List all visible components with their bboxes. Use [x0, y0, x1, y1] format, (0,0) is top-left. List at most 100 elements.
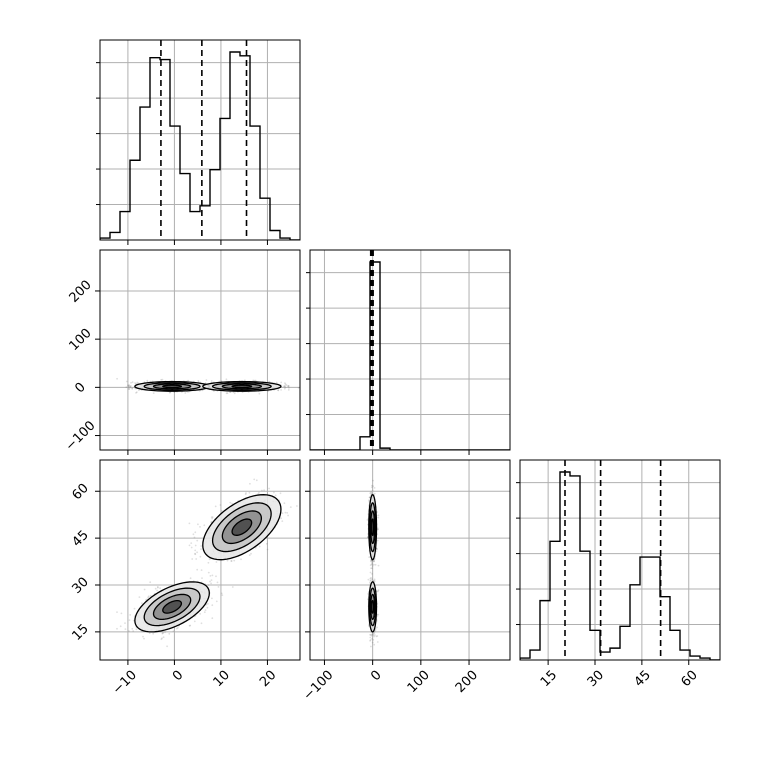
histogram-bin [650, 557, 660, 660]
histogram-bin [110, 232, 120, 240]
sample-point [252, 379, 255, 382]
histogram-bin [230, 52, 240, 240]
sample-point [285, 384, 288, 386]
sample-point [249, 482, 251, 485]
sample-point [127, 387, 130, 390]
sample-point [283, 385, 286, 388]
sample-point [377, 516, 380, 519]
sample-point [284, 511, 287, 514]
sample-point [250, 552, 252, 555]
sample-point [373, 632, 376, 634]
sample-point [268, 487, 270, 490]
sample-point [143, 637, 145, 640]
sample-point [200, 622, 203, 625]
histogram-bin [610, 648, 620, 660]
sample-point [209, 575, 212, 577]
sample-point [162, 631, 165, 634]
tick-label-x: 0 [368, 668, 384, 684]
sample-point [116, 611, 118, 613]
sample-point [149, 581, 152, 584]
sample-point [248, 554, 251, 556]
histogram-bin [530, 650, 540, 660]
sample-point [280, 389, 282, 391]
sample-point [289, 506, 292, 508]
sample-point [187, 379, 190, 382]
sample-point [287, 384, 290, 387]
sample-point [145, 599, 147, 601]
sample-point [124, 622, 126, 624]
sample-point [216, 581, 219, 584]
sample-point [147, 596, 150, 599]
density-contour [221, 510, 263, 545]
sample-point [206, 606, 209, 609]
sample-point [164, 631, 166, 634]
sample-point [284, 385, 286, 387]
tick-label-x: 15 [538, 668, 560, 690]
sample-point [281, 512, 284, 515]
sample-point [366, 519, 369, 521]
sample-point [194, 531, 197, 534]
sample-point [277, 389, 280, 392]
axes-frame [99, 249, 301, 451]
sample-point [266, 548, 269, 551]
sample-point [283, 385, 285, 388]
sample-point [136, 381, 139, 384]
tick-label-y: 200 [67, 278, 95, 306]
sample-point [225, 392, 228, 395]
sample-point [277, 389, 280, 392]
sample-point [200, 545, 203, 547]
sample-point [369, 564, 372, 567]
histogram-bin [220, 118, 230, 240]
sample-point [127, 384, 130, 387]
sample-point [196, 539, 199, 542]
density-contour [368, 581, 378, 633]
hist-p1 [306, 249, 511, 455]
sample-point [156, 586, 159, 588]
sample-point [287, 389, 290, 391]
sample-point [274, 494, 277, 497]
sample-point [210, 380, 213, 382]
pair-p0-p1: −100 0 100 200 [63, 249, 301, 455]
axes-frame [99, 39, 301, 241]
sample-point [157, 586, 159, 589]
sample-point [370, 560, 373, 562]
density-contour [371, 599, 375, 614]
tick-label-x: −100 [301, 668, 337, 704]
histogram-bin [210, 170, 220, 240]
sample-point [177, 626, 179, 629]
histogram-step [520, 471, 720, 660]
sample-point [371, 561, 373, 564]
sample-point [376, 527, 379, 530]
sample-point [371, 565, 374, 567]
sample-point [152, 632, 155, 635]
sample-point [233, 559, 236, 562]
sample-point [245, 492, 247, 494]
sample-point [280, 381, 283, 384]
sample-point [370, 634, 372, 636]
sample-point [373, 560, 375, 563]
histogram-bin [550, 541, 560, 660]
sample-point [161, 637, 163, 640]
histogram-bin [180, 174, 190, 240]
sample-point [135, 391, 138, 394]
sample-point [376, 539, 379, 542]
sample-point [374, 629, 377, 631]
sample-point [287, 385, 290, 388]
sample-point [130, 385, 132, 387]
sample-point [211, 574, 214, 577]
hist-p2: 15 30 45 60 [516, 459, 721, 690]
density-contour [368, 493, 378, 561]
sample-point [159, 587, 162, 590]
sample-point [211, 516, 214, 519]
density-contour [369, 502, 377, 553]
density-contour [231, 384, 253, 389]
sample-point [265, 542, 268, 545]
density-contour [134, 380, 211, 392]
sample-point [156, 589, 159, 592]
histogram-bin [270, 231, 280, 240]
sample-point [188, 624, 191, 627]
sample-point [168, 632, 171, 635]
sample-point [284, 383, 287, 386]
sample-point [231, 502, 234, 505]
density-contour [162, 384, 183, 389]
